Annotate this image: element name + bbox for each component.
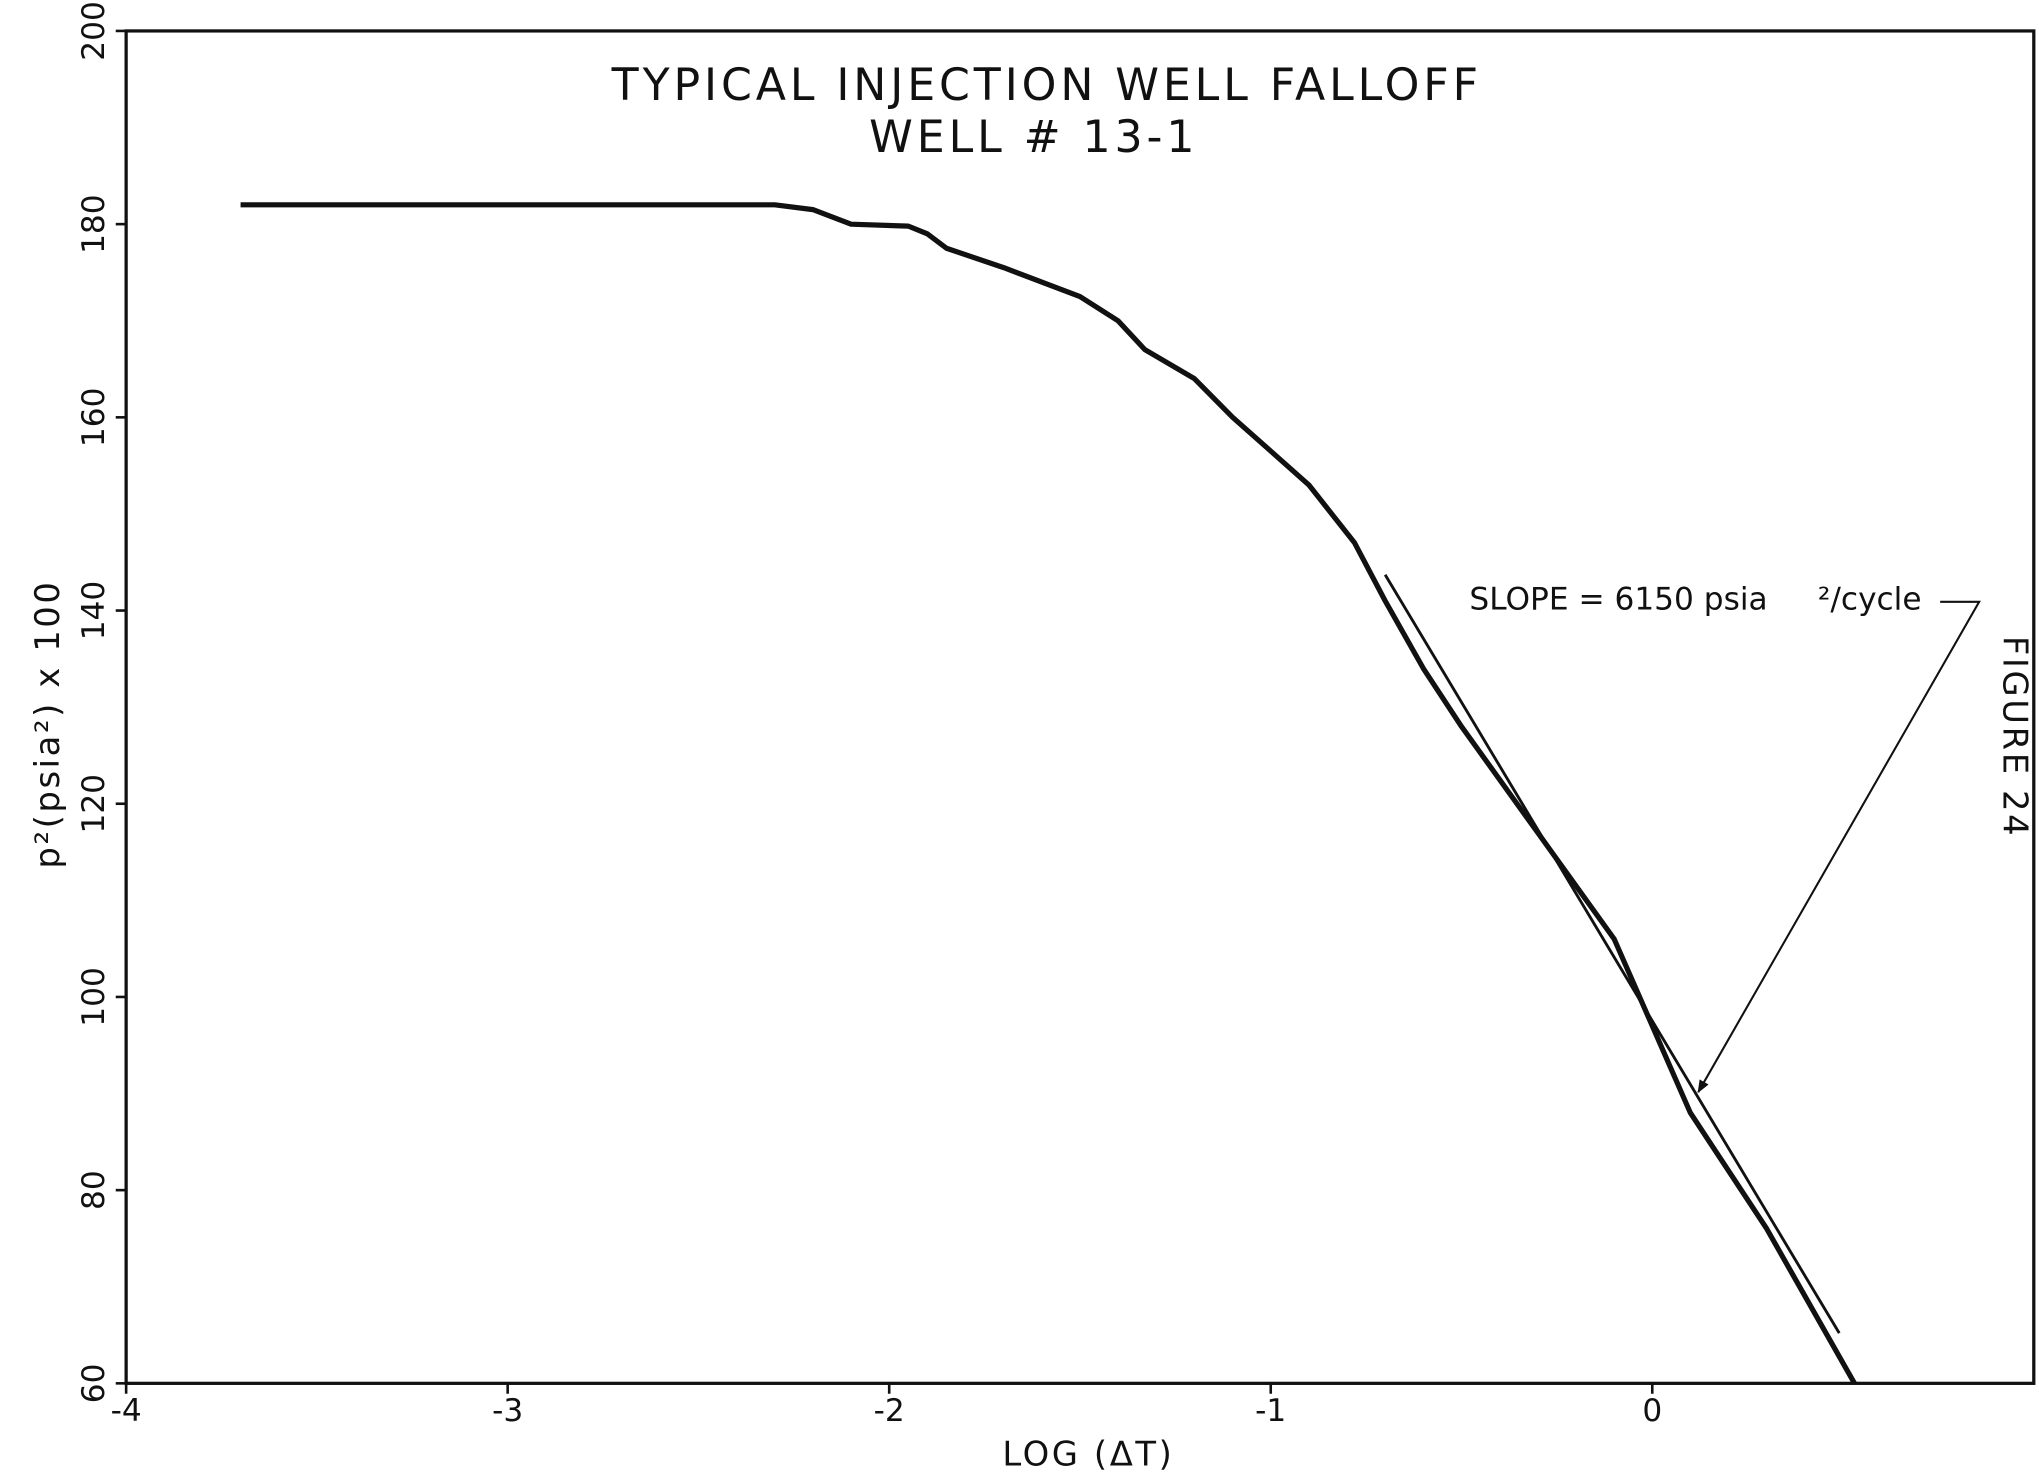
line-series [1383,574,1841,1334]
x-tick-label: -2 [874,1393,905,1429]
x-tick-label: -3 [492,1393,523,1429]
y-tick-label: 180 [76,194,112,254]
y-tick-label: 200 [76,1,112,61]
plot-frame [124,29,2036,1385]
y-tick-label: 160 [76,388,112,448]
y-tick-label: 100 [76,967,112,1027]
chart-title: TYPICAL INJECTION WELL FALLOFF [611,60,1482,111]
y-tick-label: 120 [76,774,112,834]
y-tick-label: 60 [76,1363,112,1403]
chart-subtitle: WELL # 13-1 [869,112,1198,163]
x-tick-label: 0 [1642,1393,1662,1429]
annotation: ²/cycle [1818,582,1922,618]
side-label: FIGURE 24 [1995,636,2034,838]
line-series [240,202,1857,1385]
annotation-arrow [1697,600,1981,1094]
x-tick-label: -1 [1255,1393,1286,1429]
x-axis-label: LOG (ΔT) [1002,1435,1174,1474]
y-axis-label: p²(psia²) x 100 [28,579,67,868]
annotation: SLOPE = 6150 psia [1469,582,1767,618]
y-tick-label: 80 [76,1170,112,1210]
y-tick-label: 140 [76,581,112,641]
x-tick-label: -4 [111,1393,142,1429]
